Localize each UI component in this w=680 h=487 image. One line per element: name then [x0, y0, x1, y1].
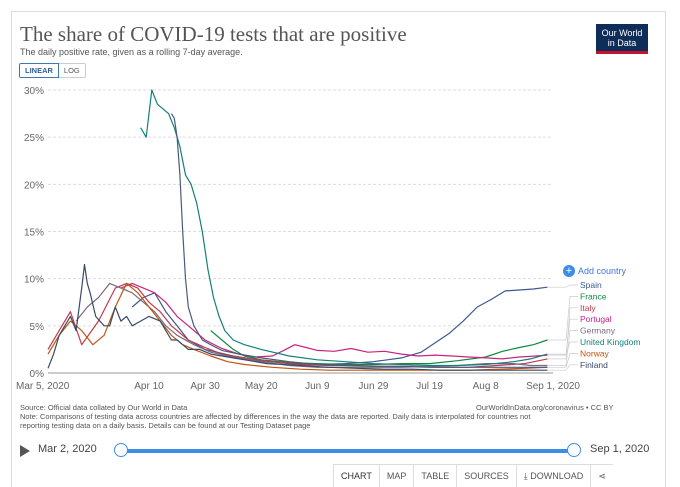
- add-country-button[interactable]: + Add country: [563, 265, 626, 277]
- x-tick-label: Aug 8: [473, 381, 500, 392]
- x-tick-label: Apr 30: [190, 381, 220, 392]
- source-line-2: Note: Comparisons of testing data across…: [20, 412, 531, 421]
- y-tick-label: 25%: [24, 133, 44, 144]
- legend-leader-line: [547, 318, 578, 356]
- chart-title: The share of COVID-19 tests that are pos…: [20, 22, 407, 46]
- legend-label: United Kingdom: [580, 337, 640, 347]
- source-line-1: Source: Official data collated by Our Wo…: [20, 403, 188, 412]
- legend-leader-line: [547, 341, 578, 355]
- series-line: [47, 263, 548, 371]
- timeline-slider-track[interactable]: [120, 449, 576, 453]
- download-label: DOWNLOAD: [530, 471, 584, 481]
- timeline-start-label: Mar 2, 2020: [38, 443, 97, 455]
- tab-sources[interactable]: SOURCES: [456, 465, 516, 487]
- y-tick-label: 5%: [30, 322, 45, 333]
- legend-label: Portugal: [580, 314, 612, 324]
- play-icon[interactable]: [20, 445, 30, 457]
- legend-leader-line: [547, 284, 578, 288]
- chart-subtitle: The daily positive rate, given as a roll…: [20, 47, 243, 57]
- x-tick-label: Apr 10: [134, 381, 164, 392]
- series-line: [140, 89, 548, 367]
- y-tick-label: 30%: [24, 86, 44, 97]
- legend-leader-line: [547, 307, 578, 360]
- legend-label: Norway: [580, 348, 610, 358]
- linear-scale-button[interactable]: LINEAR: [19, 63, 59, 78]
- y-tick-label: 20%: [24, 180, 44, 191]
- x-tick-label: May 20: [245, 381, 278, 392]
- legend-label: Finland: [580, 360, 608, 370]
- legend-leader-line: [547, 353, 578, 368]
- owid-logo[interactable]: Our World in Data: [596, 24, 648, 54]
- add-country-label: Add country: [578, 266, 627, 276]
- tab-map[interactable]: MAP: [378, 465, 414, 487]
- share-icon: ⋖: [598, 471, 606, 481]
- log-scale-button[interactable]: LOG: [58, 63, 86, 78]
- x-tick-label: Jul 19: [416, 381, 443, 392]
- scale-toggle: LINEAR LOG: [19, 63, 86, 78]
- tab-chart[interactable]: CHART: [333, 465, 379, 487]
- share-button[interactable]: ⋖: [590, 465, 613, 487]
- logo-line-1: Our World: [601, 28, 643, 38]
- series-line: [47, 282, 548, 368]
- y-tick-label: 10%: [24, 275, 44, 286]
- legend-label: Germany: [580, 326, 616, 336]
- series-line: [210, 330, 548, 366]
- y-tick-label: 15%: [24, 228, 44, 239]
- credit-link[interactable]: OurWorldInData.org/coronavirus • CC BY: [476, 403, 614, 412]
- tab-table[interactable]: TABLE: [413, 465, 456, 487]
- timeline-start-handle[interactable]: [114, 443, 128, 457]
- logo-line-2: in Data: [607, 38, 637, 48]
- legend-label: Spain: [580, 280, 602, 290]
- x-tick-label: Jun 9: [305, 381, 330, 392]
- source-line-3: reporting testing data on a daily basis.…: [20, 421, 311, 430]
- timeline-end-handle[interactable]: [567, 443, 581, 457]
- view-tabs: CHART MAP TABLE SOURCES ⤓ DOWNLOAD ⋖: [333, 464, 613, 487]
- legend-leader-line: [547, 364, 578, 371]
- series-line: [120, 282, 548, 360]
- plus-icon: +: [563, 265, 575, 277]
- source-note: Source: Official data collated by Our Wo…: [20, 403, 530, 430]
- x-tick-label: Mar 5, 2020: [16, 381, 70, 392]
- tab-download[interactable]: ⤓ DOWNLOAD: [515, 465, 591, 487]
- legend-leader-line: [547, 330, 578, 366]
- download-icon: ⤓: [523, 471, 531, 481]
- x-tick-label: Jun 29: [358, 381, 388, 392]
- x-tick-label: Sep 1, 2020: [526, 381, 580, 392]
- legend-label: France: [580, 291, 607, 301]
- y-tick-label: 0%: [30, 369, 45, 380]
- timeline-end-label: Sep 1, 2020: [590, 443, 650, 455]
- legend-label: Italy: [580, 303, 596, 313]
- series-line: [170, 113, 548, 368]
- legend-leader-line: [547, 296, 578, 341]
